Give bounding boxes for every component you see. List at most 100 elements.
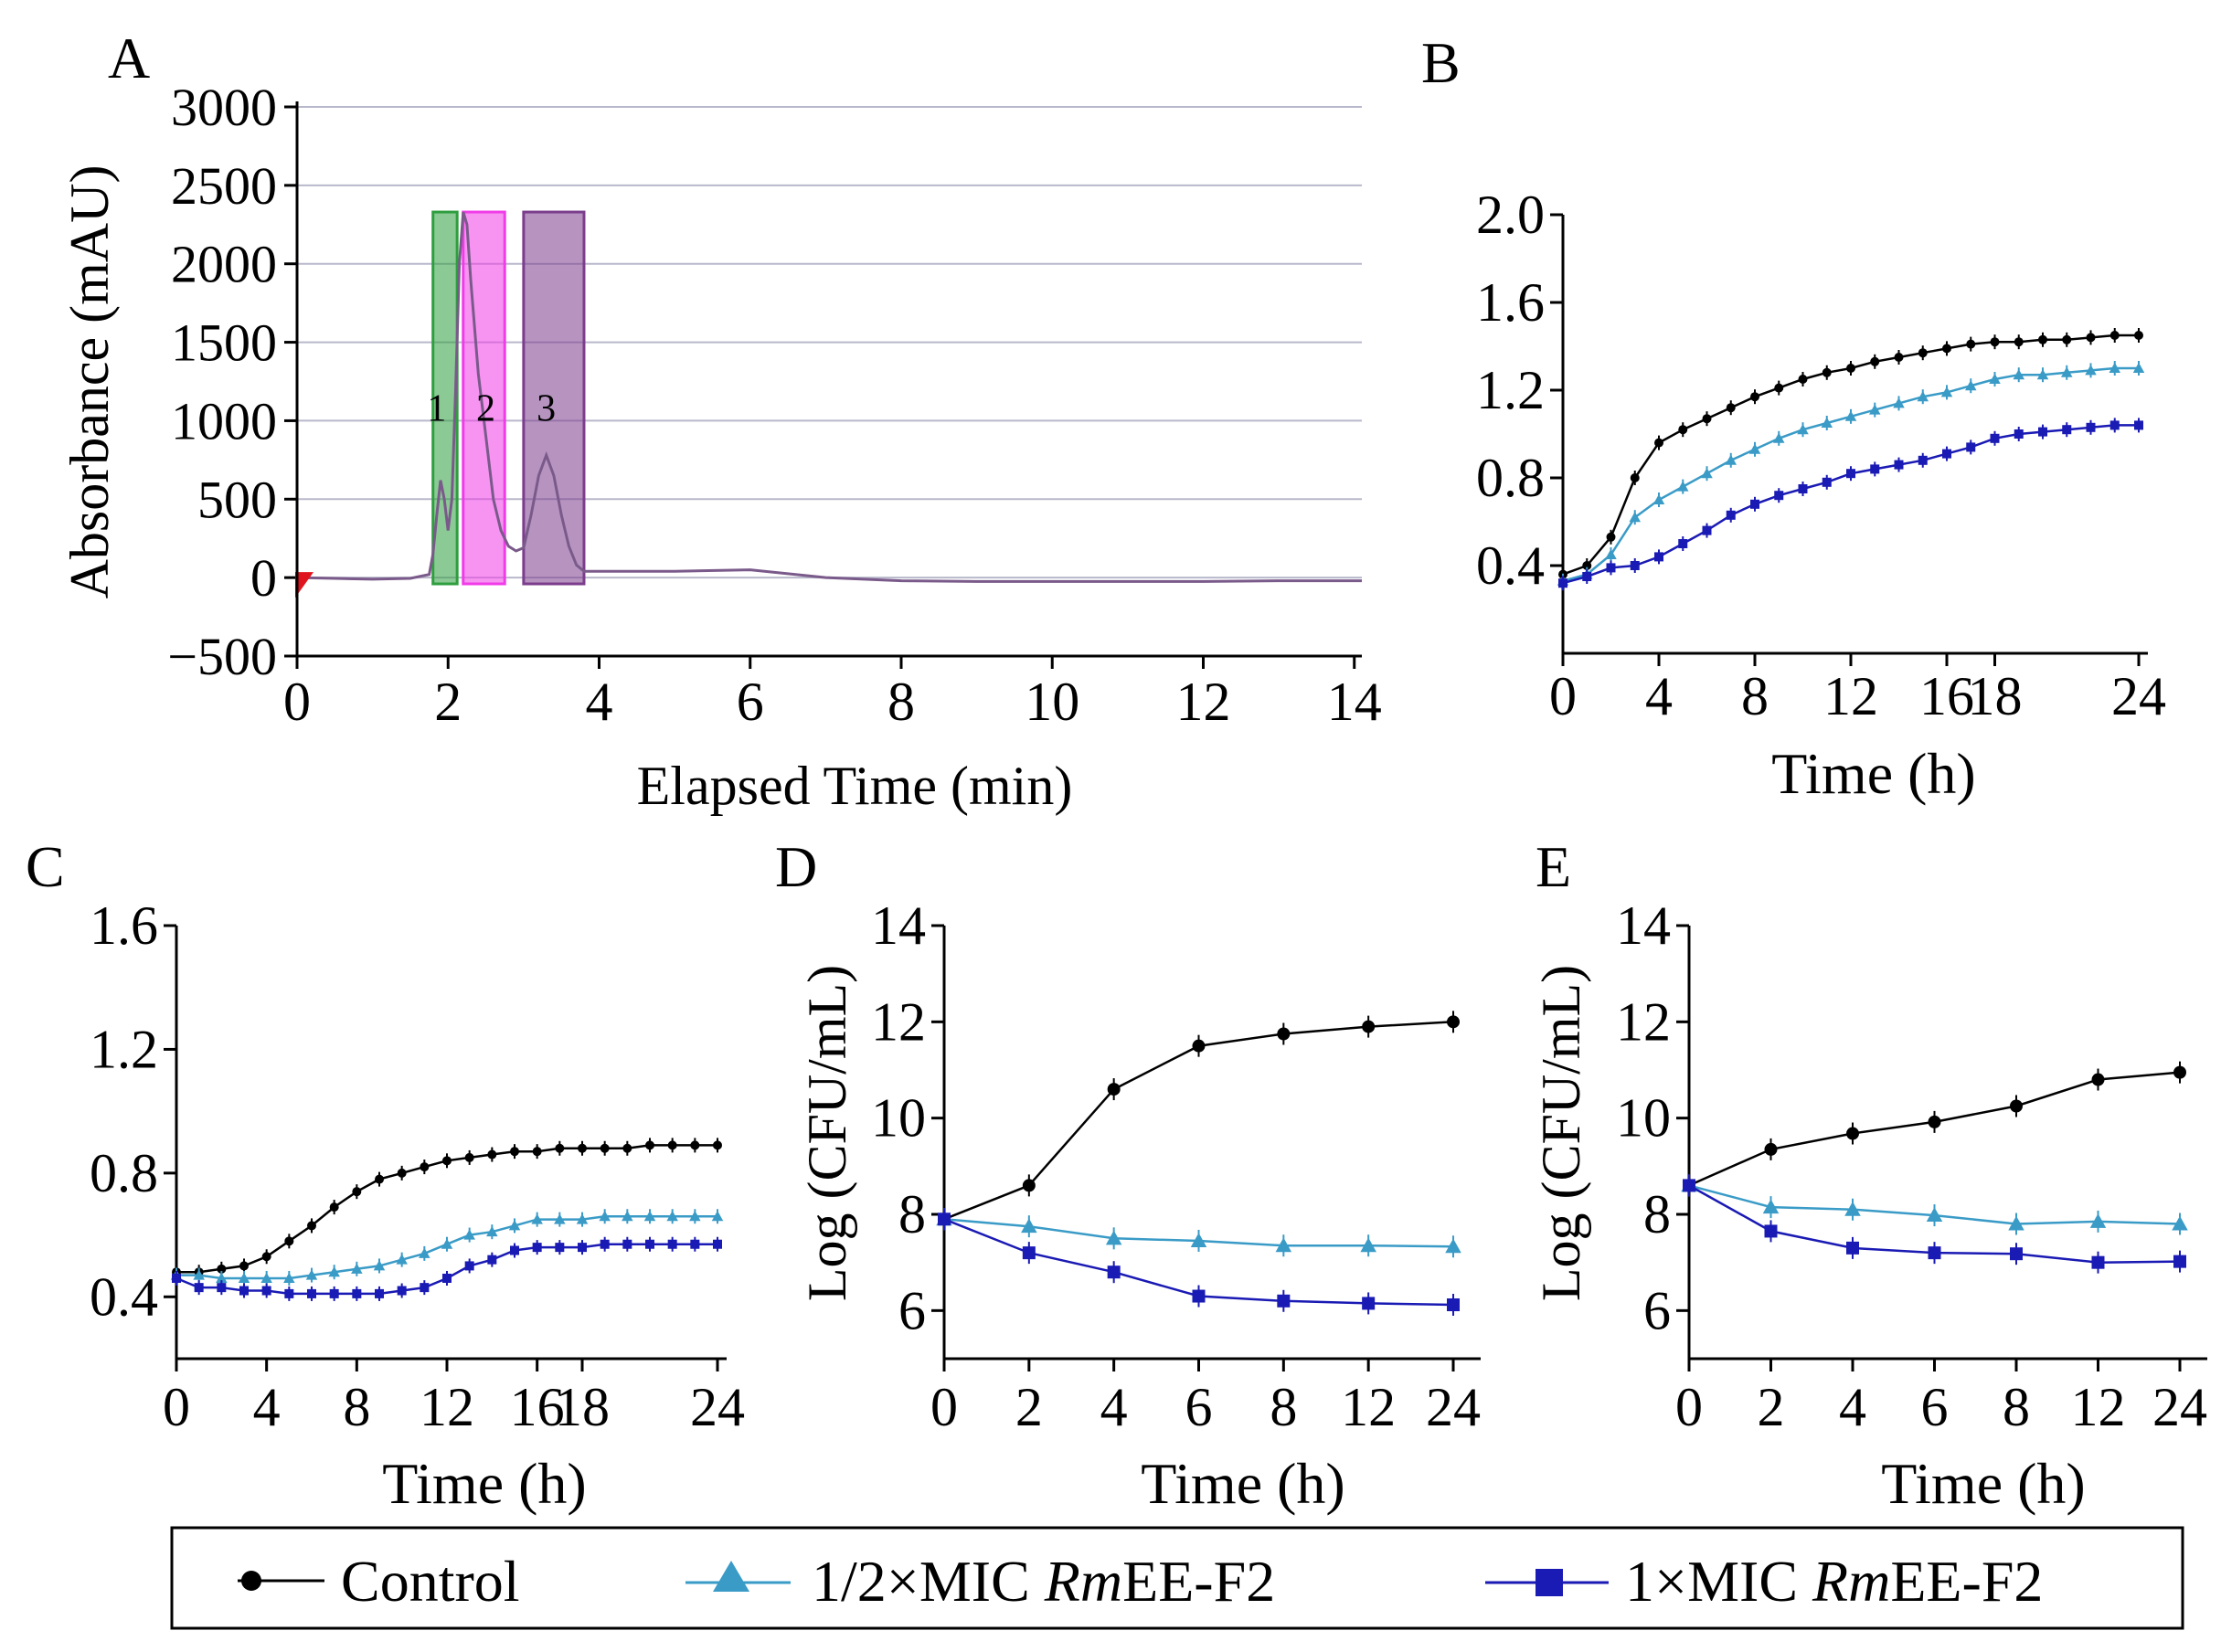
point-c-1-14: [486, 1225, 498, 1237]
point-b-1-14: [1893, 397, 1905, 408]
series-b-2: [1558, 418, 2143, 591]
point-c-1-15: [508, 1220, 521, 1231]
ytick-label-e-2: 10: [1616, 1088, 1671, 1149]
legend-half-mic-prefix: 1/2×MIC: [812, 1549, 1045, 1614]
point-b-2-9: [1774, 491, 1784, 501]
xtick-label-c-0: 0: [163, 1377, 190, 1437]
y-axis-label-a: Absorbance (mAU): [59, 165, 120, 599]
legend-box: [170, 1526, 2184, 1630]
point-c-0-4: [261, 1252, 271, 1262]
xtick-label-e-6: 24: [2152, 1377, 2207, 1437]
point-b-0-21: [2062, 334, 2072, 344]
point-b-1-23: [2109, 362, 2120, 373]
point-e-0-6: [2173, 1065, 2186, 1079]
x-axis-label-c: Time (h): [382, 1451, 586, 1516]
legend-one-mic-label: 1×MIC RmEE-F2: [1625, 1549, 2043, 1614]
point-c-2-6: [307, 1288, 316, 1298]
point-c-2-5: [284, 1288, 294, 1298]
point-d-1-1: [1021, 1218, 1037, 1234]
xtick-label-a-0: 0: [283, 672, 311, 732]
legend-one-mic-prefix: 1×MIC: [1625, 1549, 1812, 1614]
point-b-0-7: [1726, 403, 1736, 413]
point-b-2-5: [1678, 539, 1688, 548]
point-c-1-6: [305, 1269, 318, 1280]
point-c-0-18: [578, 1143, 587, 1153]
ytick-label-a-3: 1500: [171, 313, 277, 373]
ytick-label-b-1: 1.6: [1476, 272, 1545, 333]
point-b-0-8: [1750, 392, 1759, 402]
point-e-2-5: [2091, 1255, 2105, 1269]
point-d-2-4: [1277, 1294, 1291, 1308]
legend-half-mic-label: 1/2×MIC RmEE-F2: [812, 1549, 1275, 1614]
point-c-1-18: [576, 1213, 589, 1224]
y-axis-label-d: Log (CFU/mL): [797, 965, 857, 1301]
point-c-0-19: [600, 1143, 610, 1153]
panel-label-b: B: [1421, 30, 1461, 95]
ytick-label-a-5: 500: [197, 470, 277, 529]
point-c-0-16: [532, 1147, 542, 1157]
xtick-label-b-5: 18: [1968, 666, 2023, 726]
point-c-2-14: [487, 1255, 497, 1265]
point-e-1-5: [2089, 1213, 2107, 1228]
xtick-label-e-4: 8: [2003, 1377, 2030, 1437]
point-d-0-4: [1277, 1027, 1291, 1041]
series-c-1: [170, 1209, 724, 1286]
point-e-2-4: [2010, 1247, 2023, 1261]
point-c-1-19: [599, 1211, 611, 1222]
xtick-label-b-1: 4: [1645, 666, 1673, 726]
start-marker: [295, 572, 313, 598]
point-e-0-4: [2010, 1099, 2023, 1113]
series-e-0: [1683, 1061, 2186, 1197]
point-c-2-20: [622, 1239, 632, 1249]
point-d-1-2: [1105, 1230, 1122, 1245]
ytick-label-e-1: 12: [1616, 991, 1671, 1052]
point-b-1-10: [1797, 423, 1809, 435]
point-d-2-3: [1192, 1289, 1206, 1303]
legend-control-label: Control: [341, 1549, 520, 1614]
legend-one-mic-rest: EE-F2: [1890, 1549, 2043, 1614]
point-b-1-22: [2085, 365, 2097, 376]
point-b-2-12: [1846, 469, 1855, 479]
panel-label-c: C: [26, 834, 65, 899]
peak-box-3: [522, 210, 586, 586]
point-e-1-4: [2008, 1215, 2024, 1231]
series-e-2: [1683, 1174, 2186, 1274]
point-b-2-3: [1630, 561, 1640, 570]
point-e-2-1: [1764, 1224, 1778, 1238]
point-c-2-17: [555, 1243, 565, 1253]
xtick-label-c-4: 16: [510, 1377, 565, 1437]
xtick-label-a-6: 12: [1175, 672, 1230, 732]
point-c-0-24: [713, 1140, 722, 1150]
legend: Control 1/2×MIC RmEE-F2 1×MIC RmEE-F2: [170, 1526, 2184, 1630]
y-axis-label-e: Log (CFU/mL): [1531, 965, 1591, 1301]
chromatogram-trace: [296, 211, 1362, 583]
series-b-0: [1558, 328, 2143, 582]
point-b-0-24: [2134, 331, 2143, 340]
point-c-1-2: [216, 1272, 228, 1283]
point-b-1-11: [1821, 417, 1833, 428]
ytick-label-a-4: 1000: [171, 391, 277, 450]
point-b-1-4: [1652, 493, 1665, 504]
point-c-0-8: [352, 1187, 362, 1197]
xtick-label-a-5: 10: [1025, 672, 1079, 732]
point-b-1-7: [1725, 454, 1737, 465]
point-b-0-20: [2038, 334, 2047, 344]
point-c-0-3: [239, 1261, 249, 1271]
point-c-0-11: [420, 1162, 430, 1172]
ytick-label-d-4: 6: [898, 1280, 926, 1340]
point-b-2-18: [1990, 433, 2000, 443]
series-b-1: [1557, 361, 2145, 588]
point-c-0-20: [622, 1143, 632, 1153]
xtick-label-e-3: 6: [1921, 1377, 1949, 1437]
point-b-1-20: [2036, 368, 2049, 380]
point-b-0-2: [1606, 532, 1616, 542]
legend-half-mic-rest: EE-F2: [1122, 1549, 1275, 1614]
series-d-1: [936, 1208, 1461, 1258]
panel-label-a: A: [108, 26, 150, 90]
point-b-1-2: [1605, 548, 1617, 559]
ytick-label-c-0: 1.6: [90, 895, 158, 956]
point-c-1-11: [419, 1247, 430, 1258]
point-b-1-16: [1940, 387, 1953, 397]
